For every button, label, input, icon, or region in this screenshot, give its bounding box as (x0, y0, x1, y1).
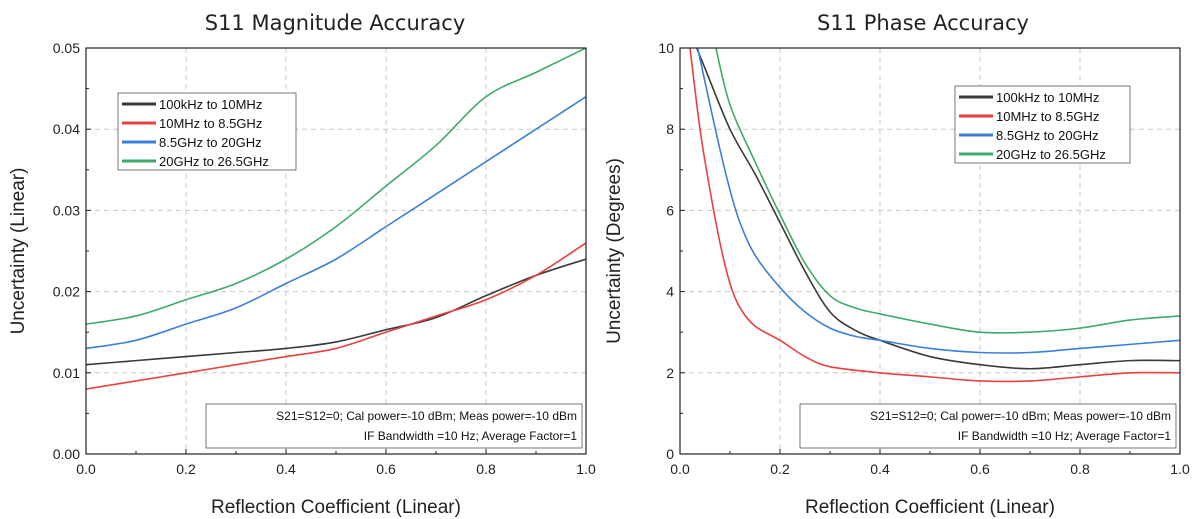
series-line-3 (86, 96, 586, 350)
y-tick-label: 10 (658, 40, 674, 56)
series-line-3 (696, 48, 1180, 354)
x-tick-label: 1.0 (1170, 461, 1190, 477)
legend-label: 100kHz to 10MHz (159, 97, 262, 112)
legend-box (954, 85, 1131, 164)
x-tick-label: 1.0 (576, 461, 596, 477)
chart-title: S11 Phase Accuracy (817, 11, 1029, 35)
chart-title: S11 Magnitude Accuracy (205, 11, 466, 35)
x-tick-label: 0.4 (276, 461, 296, 477)
legend: 100kHz to 10MHz 10MHz to 8.5GHz 8.5GHz to … (117, 92, 297, 171)
x-tick-label: 0.0 (670, 461, 690, 477)
x-tick-label: 0.6 (970, 461, 990, 477)
y-tick-label: 0.05 (53, 40, 80, 56)
x-tick-label: 0.8 (1070, 461, 1090, 477)
x-tick-label: 0.0 (76, 461, 96, 477)
legend-label: 8.5GHz to 20GHz (996, 128, 1099, 143)
series-line-1 (695, 48, 1180, 370)
y-tick-label: 2 (666, 365, 674, 381)
plot-frame (679, 47, 1181, 455)
y-tick-label: 8 (666, 121, 674, 137)
note-line-1: S21=S12=0; Cal power=-10 dBm; Meas power… (276, 409, 577, 423)
note-box (205, 403, 583, 449)
legend-label: 8.5GHz to 20GHz (159, 135, 262, 150)
note-line-1: S21=S12=0; Cal power=-10 dBm; Meas power… (870, 409, 1171, 423)
legend-label: 100kHz to 10MHz (996, 90, 1099, 105)
y-tick-label: 4 (666, 284, 674, 300)
x-axis-title: Reflection Coefficient (Linear) (805, 497, 1055, 518)
plot-frame (85, 47, 587, 455)
y-tick-label: 0.03 (53, 202, 80, 218)
x-tick-label: 0.8 (476, 461, 496, 477)
y-tick-label: 0.00 (53, 446, 80, 462)
legend-label: 20GHz to 26.5GHz (159, 154, 269, 169)
legend-label: 10MHz to 8.5GHz (996, 109, 1099, 124)
note-line-2: IF Bandwidth =10 Hz; Average Factor=1 (958, 429, 1172, 443)
x-tick-label: 0.2 (176, 461, 196, 477)
legend: 100kHz to 10MHz 10MHz to 8.5GHz 8.5GHz to … (954, 85, 1131, 164)
chart-1: S11 Magnitude Accuracy 0.0 0.2 0.4 0.6 0.8 1.0… (8, 11, 596, 518)
chart-2: S11 Phase Accuracy 0.0 0.2 0.4 0.6 0.8 1.0 0 2 4 6… (604, 11, 1190, 518)
legend-box (117, 92, 297, 171)
series-line-2 (689, 48, 1180, 383)
y-tick-label: 6 (666, 202, 674, 218)
series-line-4 (715, 48, 1180, 334)
y-tick-label: 0.01 (53, 365, 80, 381)
series-line-4 (86, 48, 586, 325)
note-box (799, 403, 1177, 449)
x-axis-title: Reflection Coefficient (Linear) (211, 497, 461, 518)
y-tick-label: 0.02 (53, 284, 80, 300)
x-tick-label: 0.6 (376, 461, 396, 477)
y-tick-label: 0 (666, 446, 674, 462)
x-tick-label: 0.2 (770, 461, 790, 477)
series-line-1 (86, 258, 586, 366)
series-line-2 (86, 242, 586, 390)
legend-label: 10MHz to 8.5GHz (159, 116, 262, 131)
x-tick-label: 0.4 (870, 461, 890, 477)
legend-label: 20GHz to 26.5GHz (996, 147, 1106, 162)
settings-note: S21=S12=0; Cal power=-10 dBm; Meas power… (799, 403, 1177, 449)
settings-note: S21=S12=0; Cal power=-10 dBm; Meas power… (205, 403, 583, 449)
note-line-2: IF Bandwidth =10 Hz; Average Factor=1 (364, 429, 578, 443)
y-axis-title: Uncertainty (Linear) (8, 168, 29, 335)
y-axis-title: Uncertainty (Degrees) (604, 158, 625, 344)
y-tick-label: 0.04 (53, 121, 80, 137)
